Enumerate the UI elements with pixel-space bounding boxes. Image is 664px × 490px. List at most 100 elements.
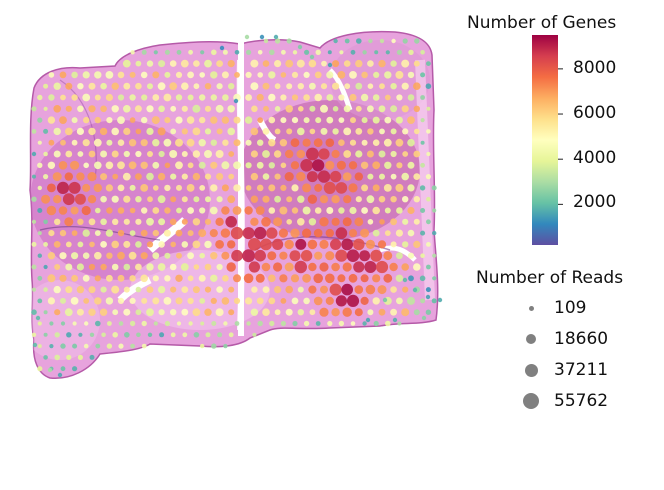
spot xyxy=(257,50,263,55)
spot xyxy=(59,274,67,282)
spot xyxy=(395,138,404,147)
spot xyxy=(170,332,176,338)
spot xyxy=(72,321,77,326)
spot xyxy=(175,138,183,147)
size-legend-title: Number of Reads xyxy=(476,268,624,288)
spot xyxy=(99,308,108,316)
spot xyxy=(60,94,66,101)
spot xyxy=(278,228,288,238)
spot xyxy=(117,184,125,192)
spot xyxy=(170,241,176,248)
spot xyxy=(128,139,137,147)
spot xyxy=(164,117,171,124)
spot xyxy=(350,321,356,326)
spot xyxy=(192,150,201,158)
spot xyxy=(99,127,108,136)
spot xyxy=(268,71,276,79)
spot xyxy=(346,294,360,307)
spot xyxy=(259,34,265,40)
spot xyxy=(37,275,43,281)
spot xyxy=(227,60,235,68)
spot xyxy=(297,218,305,226)
spot xyxy=(396,162,403,169)
spot xyxy=(401,172,410,181)
spot xyxy=(374,50,379,55)
spot xyxy=(48,139,55,146)
spot xyxy=(354,285,364,294)
spot xyxy=(233,274,241,283)
spot xyxy=(284,239,294,250)
spot xyxy=(268,207,276,214)
spot xyxy=(105,161,114,170)
spot xyxy=(231,249,243,262)
spot xyxy=(384,116,392,124)
spot xyxy=(250,59,259,68)
spot xyxy=(273,262,283,272)
spot xyxy=(82,183,91,192)
spot xyxy=(94,116,102,124)
spot xyxy=(140,184,149,192)
spot xyxy=(130,50,135,55)
spot xyxy=(187,252,195,260)
spot xyxy=(257,139,264,146)
spot xyxy=(360,296,369,305)
spot xyxy=(152,71,160,79)
spot xyxy=(188,49,194,55)
spot xyxy=(49,321,54,326)
spot xyxy=(210,297,217,304)
spot xyxy=(426,151,431,157)
spot xyxy=(375,260,389,274)
spot xyxy=(100,263,107,271)
spot xyxy=(254,226,267,240)
spot xyxy=(233,297,241,304)
spot xyxy=(100,241,107,248)
spot xyxy=(251,105,258,113)
spot xyxy=(407,184,415,192)
spot xyxy=(129,297,136,304)
spot xyxy=(95,207,101,214)
spot xyxy=(285,308,293,316)
tissue-gap xyxy=(238,36,244,336)
spot xyxy=(407,116,415,124)
spot xyxy=(88,218,96,226)
spot xyxy=(71,139,78,146)
spot xyxy=(408,275,414,282)
spot xyxy=(111,240,119,249)
spot xyxy=(346,249,360,262)
spot xyxy=(273,217,283,227)
spot xyxy=(335,295,347,307)
spot xyxy=(88,150,96,158)
spot xyxy=(152,275,159,282)
spot xyxy=(47,161,56,169)
spot xyxy=(164,71,171,78)
spot xyxy=(326,94,334,101)
spot xyxy=(373,320,379,327)
spot xyxy=(397,321,402,326)
spot xyxy=(281,49,286,55)
spot xyxy=(180,263,189,271)
spot xyxy=(43,242,48,247)
spot xyxy=(100,105,107,113)
spot xyxy=(329,170,342,183)
spot xyxy=(313,296,323,306)
spot xyxy=(60,366,66,372)
spot xyxy=(361,71,368,79)
spot xyxy=(158,241,165,248)
spot xyxy=(192,218,201,226)
spot xyxy=(180,59,189,68)
spot xyxy=(111,127,119,136)
spot xyxy=(343,105,351,113)
spot xyxy=(425,309,432,315)
spot xyxy=(420,208,426,213)
spot xyxy=(313,273,324,284)
spot xyxy=(338,117,345,123)
spot xyxy=(37,253,42,258)
spot xyxy=(297,309,304,316)
spot xyxy=(221,297,230,305)
spot xyxy=(117,139,125,146)
spot xyxy=(377,285,387,295)
spot xyxy=(157,127,166,136)
spot xyxy=(414,128,420,135)
spot xyxy=(295,238,307,250)
